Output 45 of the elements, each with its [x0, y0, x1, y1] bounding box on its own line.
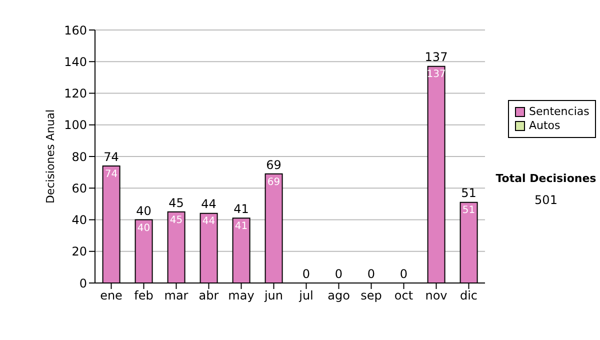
total-label: 41: [232, 202, 250, 216]
y-tick-label: 60: [72, 181, 87, 196]
data-label: 41: [234, 221, 249, 232]
text: Total Decisiones: [494, 172, 598, 185]
x-tick-label: ago: [328, 288, 350, 303]
y-tick-label: 40: [72, 213, 87, 228]
x-tick-label: ene: [100, 288, 122, 303]
data-label: 74: [104, 168, 119, 180]
data-label: 51: [461, 205, 476, 216]
y-tick-label: 140: [64, 54, 87, 69]
total-label: 69: [265, 158, 282, 172]
total-label: 0: [301, 267, 312, 281]
text: 501: [534, 193, 558, 207]
x-tick-label: feb: [134, 288, 154, 303]
total-label: 0: [398, 267, 409, 281]
x-tick-label: oct: [394, 288, 414, 303]
y-tick-label: 120: [64, 86, 87, 101]
legend-label: Autos: [529, 119, 560, 133]
legend-label: Sentencias: [529, 105, 590, 119]
x-tick-label: dic: [460, 288, 478, 303]
x-tick-label: may: [228, 288, 254, 303]
total-label: 137: [424, 50, 449, 64]
y-tick-label: 100: [64, 118, 87, 132]
x-tick-label: nov: [425, 288, 448, 303]
y-tick-label: 80: [72, 150, 87, 164]
data-label: 45: [168, 214, 184, 226]
total-label: 0: [334, 267, 344, 281]
x-tick-label: jul: [298, 288, 314, 303]
y-tick-label: 0: [79, 276, 87, 290]
data-label: 69: [266, 176, 282, 188]
y-tick-label: 160: [64, 23, 87, 38]
total-label: 44: [200, 197, 218, 212]
total-label: 51: [460, 186, 478, 200]
data-label: 44: [201, 216, 216, 228]
x-tick-label: mar: [164, 288, 188, 303]
x-tick-label: jun: [263, 288, 284, 303]
y-axis-title: Decisiones Anual: [44, 109, 57, 204]
total-label: 40: [135, 204, 152, 218]
total-label: 45: [168, 196, 185, 210]
x-tick-label: abr: [198, 288, 219, 303]
total-label: 74: [102, 150, 120, 164]
x-tick-label: sep: [360, 288, 382, 303]
total-label: 0: [366, 267, 376, 281]
y-tick-label: 20: [72, 244, 87, 259]
data-label: 40: [136, 222, 152, 234]
